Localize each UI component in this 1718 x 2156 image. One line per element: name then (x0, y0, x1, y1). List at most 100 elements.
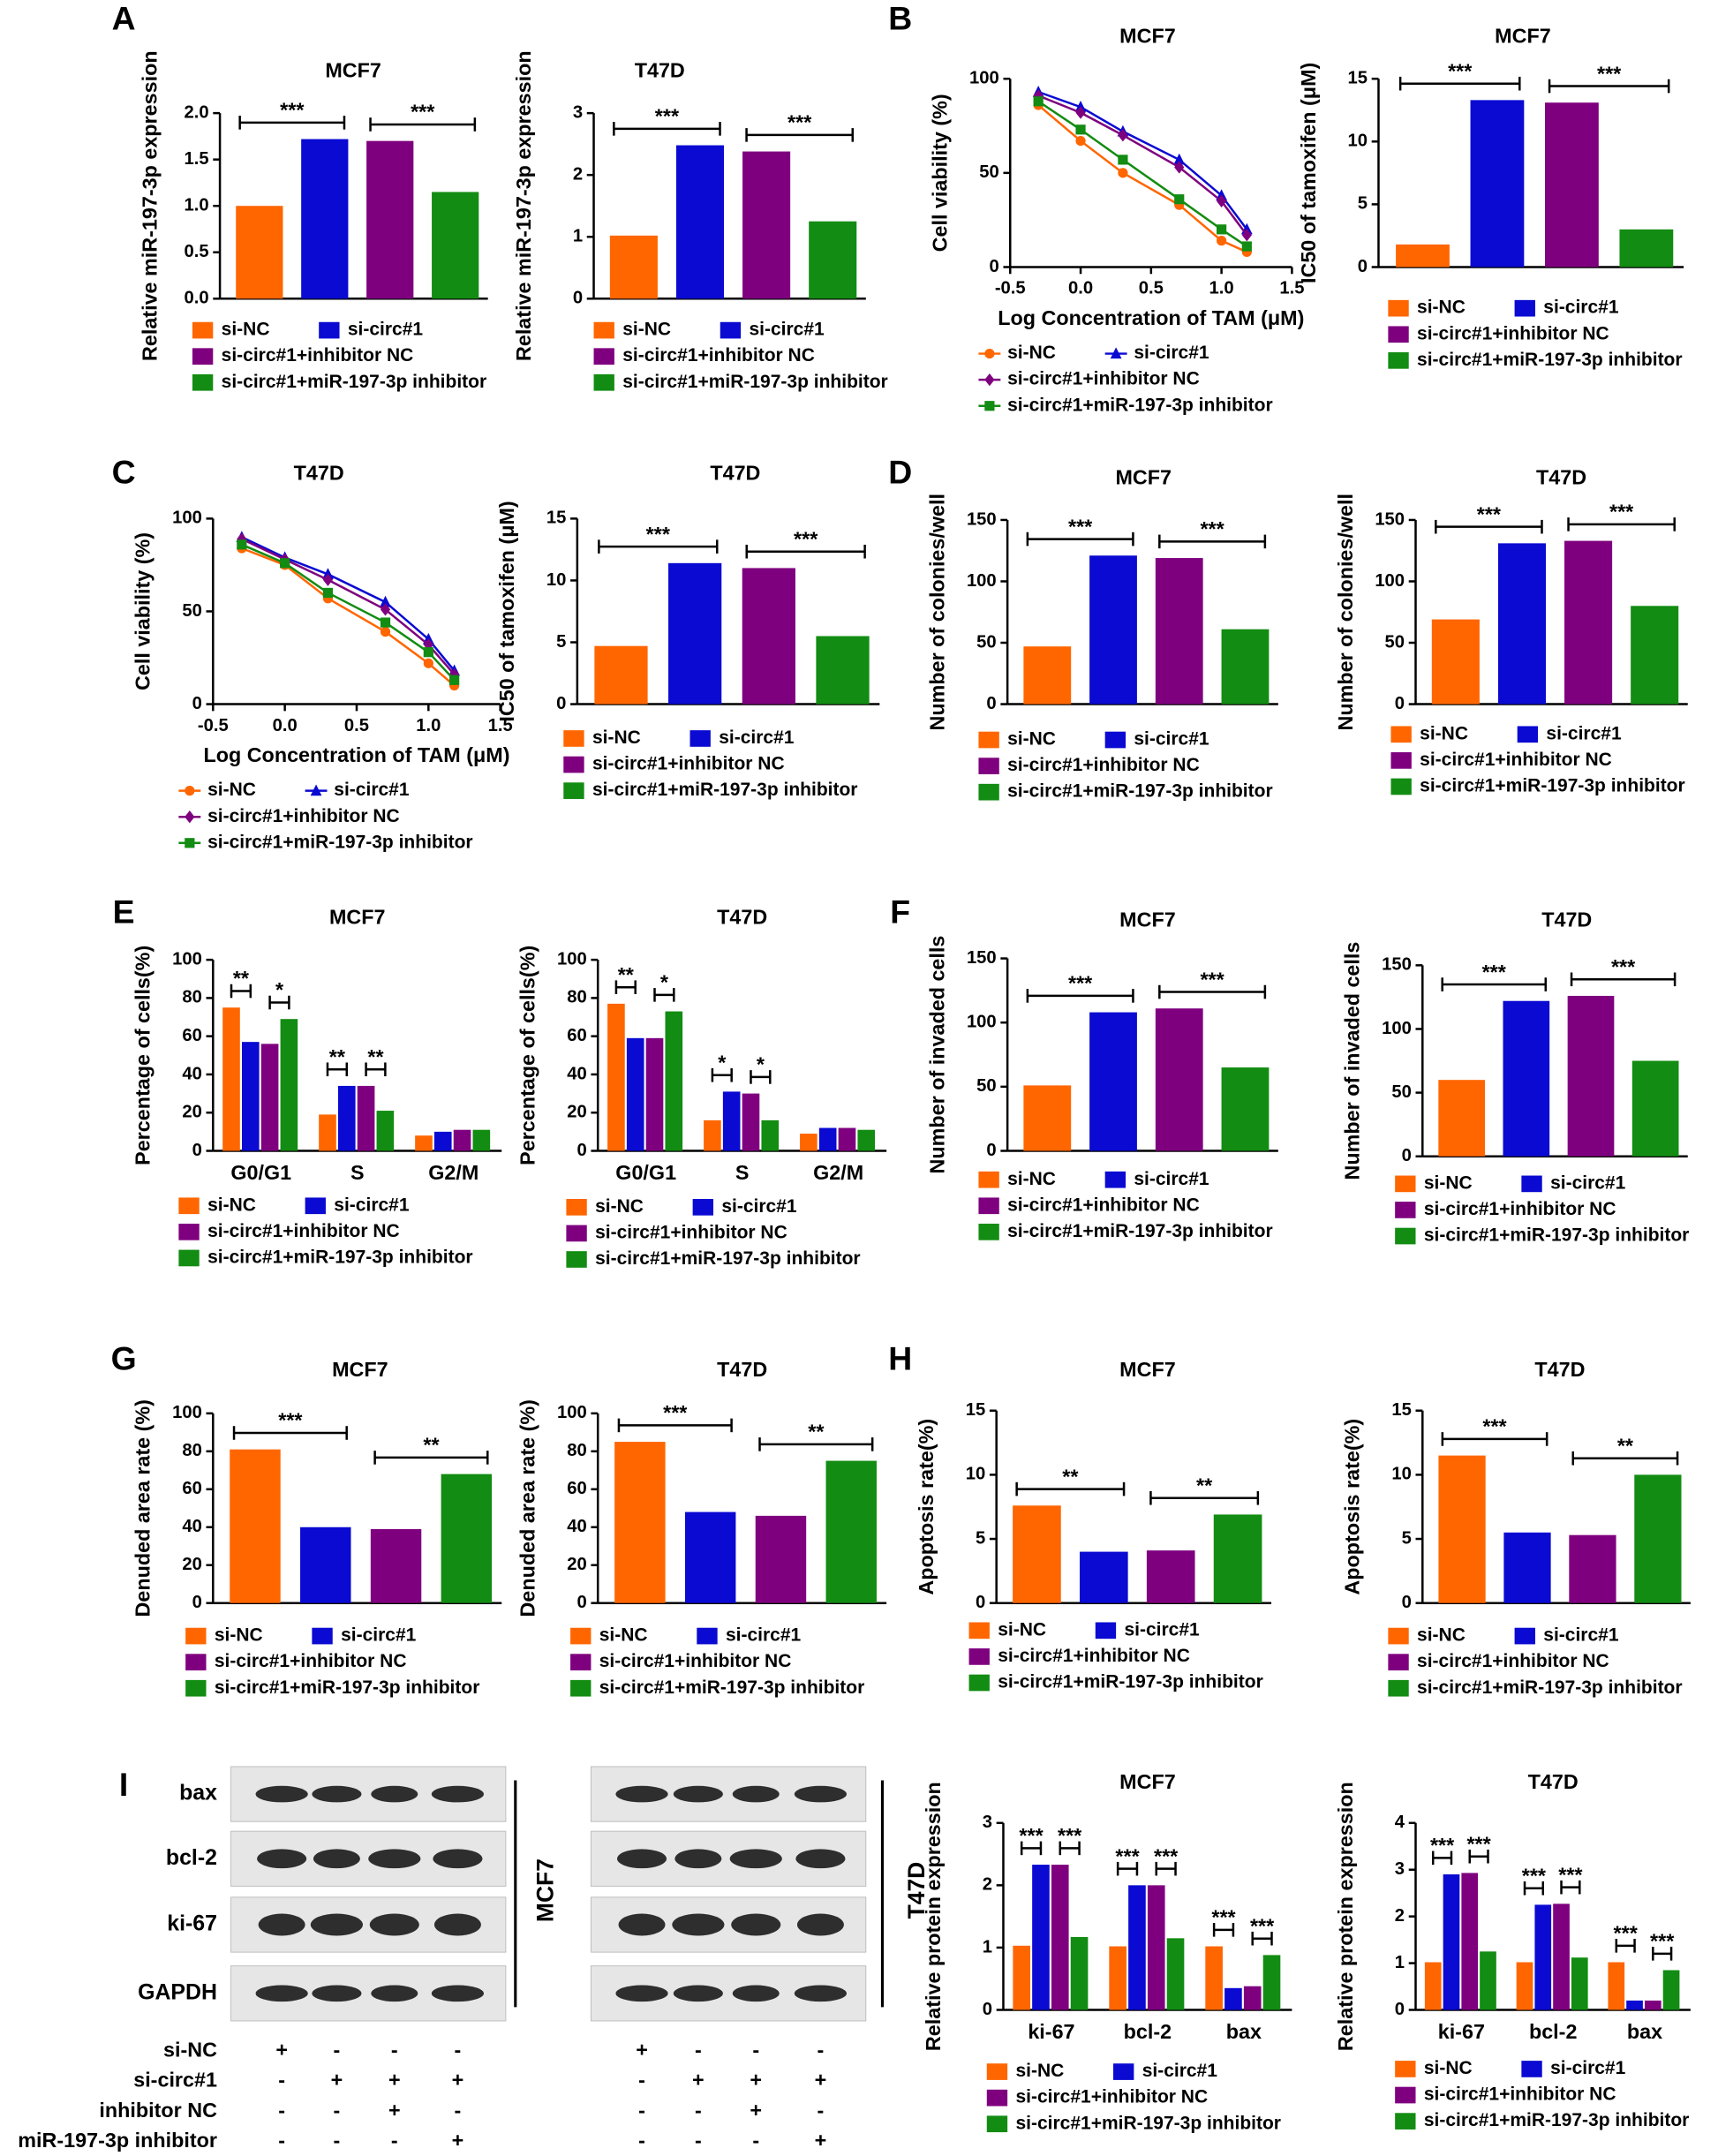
y-tick-label: 10 (1348, 132, 1368, 151)
bar (1128, 1885, 1146, 2010)
sig-label: *** (411, 101, 435, 124)
condition-sign: - (278, 2099, 285, 2122)
legend-swatch (566, 1251, 587, 1268)
legend-swatch (986, 2089, 1008, 2107)
legend-label: si-circ#1 (348, 320, 424, 340)
blot-band (310, 1913, 363, 1936)
condition-sign: + (750, 2099, 762, 2122)
legend-swatch (1388, 1654, 1409, 1670)
blot-band (258, 1913, 305, 1936)
sig-label: ** (233, 967, 250, 990)
legend-label: si-circ#1+inhibitor NC (1007, 1195, 1200, 1215)
bar (1470, 100, 1525, 268)
sig-label: ** (808, 1421, 825, 1444)
bar (825, 1460, 877, 1603)
sig-label: *** (1558, 1863, 1583, 1886)
bar (675, 145, 725, 299)
legend-label: si-circ#1+miR-197-3p inhibitor (592, 780, 858, 800)
chart-title: MCF7 (1115, 465, 1172, 488)
bar (415, 1135, 433, 1151)
y-tick-label: 60 (182, 1479, 202, 1498)
legend-swatch (1095, 1622, 1117, 1640)
y-tick-label: 1 (1395, 1953, 1405, 1972)
sig-label: *** (1650, 1930, 1675, 1953)
cell-line-label: MCF7 (532, 1858, 559, 1922)
bar (668, 562, 722, 705)
y-tick-label: 80 (567, 1441, 587, 1460)
y-tick-label: 0 (1402, 1146, 1412, 1165)
legend-label: si-NC (622, 320, 671, 340)
panel-label: G (111, 1340, 137, 1377)
legend-label: si-circ#1 (1134, 729, 1209, 750)
legend-swatch (1104, 731, 1126, 749)
x-tick-label: G2/M (813, 1161, 863, 1184)
condition-sign: + (388, 2099, 401, 2122)
x-tick-label: G0/G1 (230, 1161, 291, 1184)
blot-band (672, 1913, 725, 1936)
blot-band (615, 1785, 668, 1803)
bar (1497, 543, 1547, 705)
legend-label: si-NC (1417, 1625, 1466, 1646)
blot-band (431, 1785, 484, 1803)
legend-swatch (1395, 1202, 1416, 1218)
panel-label: B (888, 0, 912, 37)
blot-band (673, 1985, 723, 2002)
chart-title: T47D (1536, 465, 1586, 488)
x-tick-label: 1.0 (416, 716, 441, 735)
y-tick-label: 0 (573, 289, 583, 308)
condition-sign: - (391, 2129, 398, 2152)
legend-swatch (1390, 778, 1412, 795)
marker (1075, 106, 1086, 119)
sig-label: *** (1068, 972, 1093, 995)
y-tick-label: 60 (182, 1026, 202, 1045)
bar (742, 1093, 760, 1151)
legend-label: si-circ#1+inhibitor NC (1417, 1651, 1609, 1671)
bar (319, 1114, 336, 1151)
legend-label: si-circ#1+inhibitor NC (592, 754, 785, 774)
sig-label: ** (1617, 1434, 1634, 1457)
bar (1634, 1474, 1682, 1603)
sig-label: *** (1200, 968, 1224, 991)
legend-label: si-circ#1 (334, 1195, 410, 1215)
condition-sign: - (391, 2038, 398, 2061)
condition-sign: + (636, 2038, 648, 2061)
condition-sign: - (334, 2038, 341, 2061)
legend-label: si-circ#1+miR-197-3p inhibitor (207, 832, 473, 852)
y-tick-label: 0 (1395, 694, 1405, 713)
y-axis-label: Apoptosis rate(%) (1341, 1419, 1364, 1595)
x-tick-label: S (350, 1161, 365, 1184)
marker (423, 647, 433, 658)
condition-sign: + (275, 2038, 288, 2061)
legend-swatch (986, 2115, 1008, 2133)
legend-swatch (1104, 1171, 1126, 1188)
bar (222, 1007, 240, 1151)
legend-label: si-circ#1 (1546, 723, 1622, 743)
legend-swatch (1395, 1227, 1416, 1245)
y-tick-label: 20 (567, 1103, 587, 1122)
condition-sign: + (750, 2069, 762, 2092)
blot-band (732, 1785, 780, 1803)
y-tick-label: 5 (1402, 1528, 1412, 1548)
y-tick-label: 50 (1391, 1082, 1412, 1102)
x-tick-label: bax (1226, 2020, 1262, 2043)
y-tick-label: 10 (546, 570, 567, 590)
y-tick-label: 50 (979, 162, 998, 182)
legend-label: si-circ#1 (334, 780, 410, 800)
legend-label: si-circ#1+inhibitor NC (595, 1222, 787, 1242)
legend-swatch (697, 1627, 718, 1645)
legend-label: si-circ#1+miR-197-3p inhibitor (1007, 395, 1273, 415)
condition-sign: + (331, 2069, 343, 2092)
series-line (241, 547, 456, 687)
bar (1631, 1060, 1679, 1157)
legend-swatch (1388, 1627, 1409, 1645)
legend-label: si-circ#1+miR-197-3p inhibitor (1420, 776, 1685, 796)
legend-label: si-NC (1007, 1169, 1056, 1189)
legend-swatch (593, 373, 614, 391)
sig-label: * (660, 971, 669, 994)
condition-label: si-circ#1 (133, 2069, 217, 2092)
y-tick-label: 100 (969, 69, 999, 88)
sig-label: *** (1115, 1844, 1140, 1867)
legend-label: si-circ#1+inhibitor NC (1015, 2087, 1208, 2107)
condition-sign: - (752, 2129, 759, 2152)
marker (185, 786, 195, 796)
